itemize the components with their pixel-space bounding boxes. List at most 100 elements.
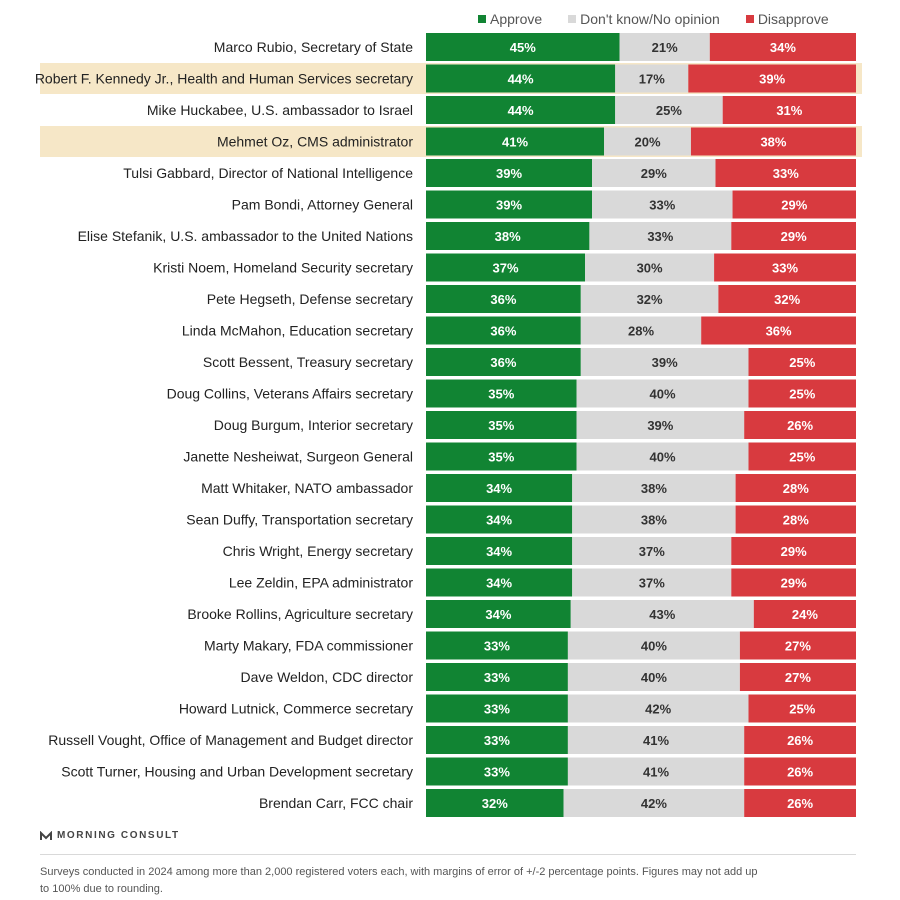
bar-disapprove — [714, 253, 856, 282]
bar-approve — [426, 285, 581, 313]
bar-approve — [426, 411, 577, 439]
bar-no-opinion — [580, 348, 749, 376]
category-label: Russell Vought, Office of Management and… — [48, 732, 413, 748]
brand-logo-text: MORNING CONSULT — [57, 830, 180, 841]
bar-disapprove — [718, 285, 856, 313]
bar-disapprove — [690, 127, 856, 156]
data-label-disapprove: 26% — [787, 796, 813, 811]
bar-no-opinion — [589, 222, 732, 250]
data-label-no-opinion: 38% — [641, 513, 667, 528]
legend-label-disapprove: Disapprove — [757, 11, 829, 27]
legend-label-no-opinion: Don't know/No opinion — [580, 11, 720, 27]
bar-no-opinion — [563, 789, 745, 817]
legend-item-disapprove: Disapprove — [745, 11, 829, 27]
data-label-disapprove: 31% — [776, 103, 802, 118]
bar-approve — [426, 600, 571, 628]
footer-divider — [40, 854, 856, 855]
data-label-approve: 34% — [486, 513, 512, 528]
data-label-approve: 35% — [488, 450, 514, 465]
data-label-disapprove: 26% — [787, 418, 813, 433]
data-label-no-opinion: 33% — [649, 198, 675, 213]
data-label-disapprove: 29% — [781, 229, 807, 244]
bar-disapprove — [748, 694, 856, 723]
bar-disapprove — [735, 474, 856, 502]
category-label: Brooke Rollins, Agriculture secretary — [187, 606, 413, 622]
bar-no-opinion — [619, 33, 710, 61]
data-label-no-opinion: 28% — [628, 324, 654, 339]
data-label-no-opinion: 21% — [652, 40, 678, 55]
bar-disapprove — [748, 348, 856, 376]
bar-no-opinion — [576, 379, 749, 408]
bar-disapprove — [688, 64, 856, 93]
data-label-no-opinion: 40% — [641, 639, 667, 654]
data-label-no-opinion: 39% — [647, 418, 673, 433]
data-label-approve: 34% — [485, 607, 511, 622]
bar-approve — [426, 757, 568, 786]
data-label-no-opinion: 40% — [641, 670, 667, 685]
bar-no-opinion — [572, 474, 736, 502]
morning-consult-logo-icon — [40, 830, 52, 840]
bar-no-opinion — [570, 600, 754, 628]
category-label: Doug Burgum, Interior secretary — [214, 417, 413, 433]
legend-item-no-opinion: Don't know/No opinion — [568, 11, 720, 27]
data-label-approve: 33% — [484, 670, 510, 685]
bar-disapprove — [722, 96, 856, 124]
category-label: Mike Huckabee, U.S. ambassador to Israel — [147, 102, 413, 118]
data-label-approve: 45% — [510, 40, 536, 55]
bar-no-opinion — [604, 127, 691, 156]
data-label-disapprove: 25% — [789, 355, 815, 370]
data-label-no-opinion: 30% — [637, 261, 663, 276]
category-label: Pete Hegseth, Defense secretary — [207, 291, 413, 307]
chart-legend: Approve Don't know/No opinion Disapprove — [478, 11, 829, 27]
footnote: Surveys conducted in 2024 among more tha… — [40, 866, 758, 895]
bar-no-opinion — [576, 442, 749, 471]
bar-disapprove — [744, 757, 856, 786]
legend-item-approve: Approve — [478, 11, 542, 27]
data-label-approve: 35% — [488, 387, 514, 402]
data-label-no-opinion: 41% — [643, 765, 669, 780]
bar-disapprove — [735, 505, 856, 534]
stacked-bar-chart: Marco Rubio, Secretary of State 45% 21% 34%… — [35, 33, 862, 817]
data-label-disapprove: 29% — [781, 544, 807, 559]
data-label-approve: 34% — [486, 481, 512, 496]
category-label: Mehmet Oz, CMS administrator — [217, 134, 413, 150]
bar-no-opinion — [567, 694, 749, 723]
bar-approve — [426, 222, 590, 250]
category-label: Howard Lutnick, Commerce secretary — [179, 701, 413, 717]
bar-disapprove — [753, 600, 856, 628]
bar-approve — [426, 663, 568, 691]
category-label: Pam Bondi, Attorney General — [232, 197, 413, 213]
bar-no-opinion — [615, 96, 723, 124]
legend-swatch-approve — [478, 15, 486, 23]
bar-no-opinion — [592, 159, 716, 187]
data-label-no-opinion: 40% — [649, 450, 675, 465]
category-label: Sean Duffy, Transportation secretary — [186, 512, 413, 528]
data-label-approve: 35% — [488, 418, 514, 433]
data-label-disapprove: 32% — [774, 292, 800, 307]
data-label-disapprove: 38% — [760, 135, 786, 150]
data-label-approve: 34% — [486, 544, 512, 559]
data-label-disapprove: 33% — [773, 166, 799, 181]
data-label-disapprove: 39% — [759, 72, 785, 87]
bar-approve — [426, 442, 577, 471]
bar-disapprove — [701, 316, 856, 345]
data-label-approve: 44% — [508, 72, 534, 87]
data-label-disapprove: 33% — [772, 261, 798, 276]
data-label-no-opinion: 25% — [656, 103, 682, 118]
bar-disapprove — [731, 537, 856, 565]
data-label-disapprove: 29% — [781, 576, 807, 591]
category-label: Elise Stefanik, U.S. ambassador to the U… — [78, 228, 413, 244]
bar-disapprove — [739, 663, 856, 691]
bar-disapprove — [709, 33, 856, 61]
brand-logo: MORNING CONSULT — [40, 830, 180, 841]
data-label-approve: 33% — [484, 733, 510, 748]
data-label-disapprove: 34% — [770, 40, 796, 55]
data-label-no-opinion: 20% — [634, 135, 660, 150]
data-label-no-opinion: 32% — [637, 292, 663, 307]
category-label: Scott Turner, Housing and Urban Developm… — [61, 764, 413, 780]
category-label: Marco Rubio, Secretary of State — [214, 39, 413, 55]
bar-no-opinion — [567, 757, 745, 786]
bar-approve — [426, 631, 568, 660]
bar-disapprove — [744, 789, 856, 817]
category-label: Matt Whitaker, NATO ambassador — [201, 480, 413, 496]
